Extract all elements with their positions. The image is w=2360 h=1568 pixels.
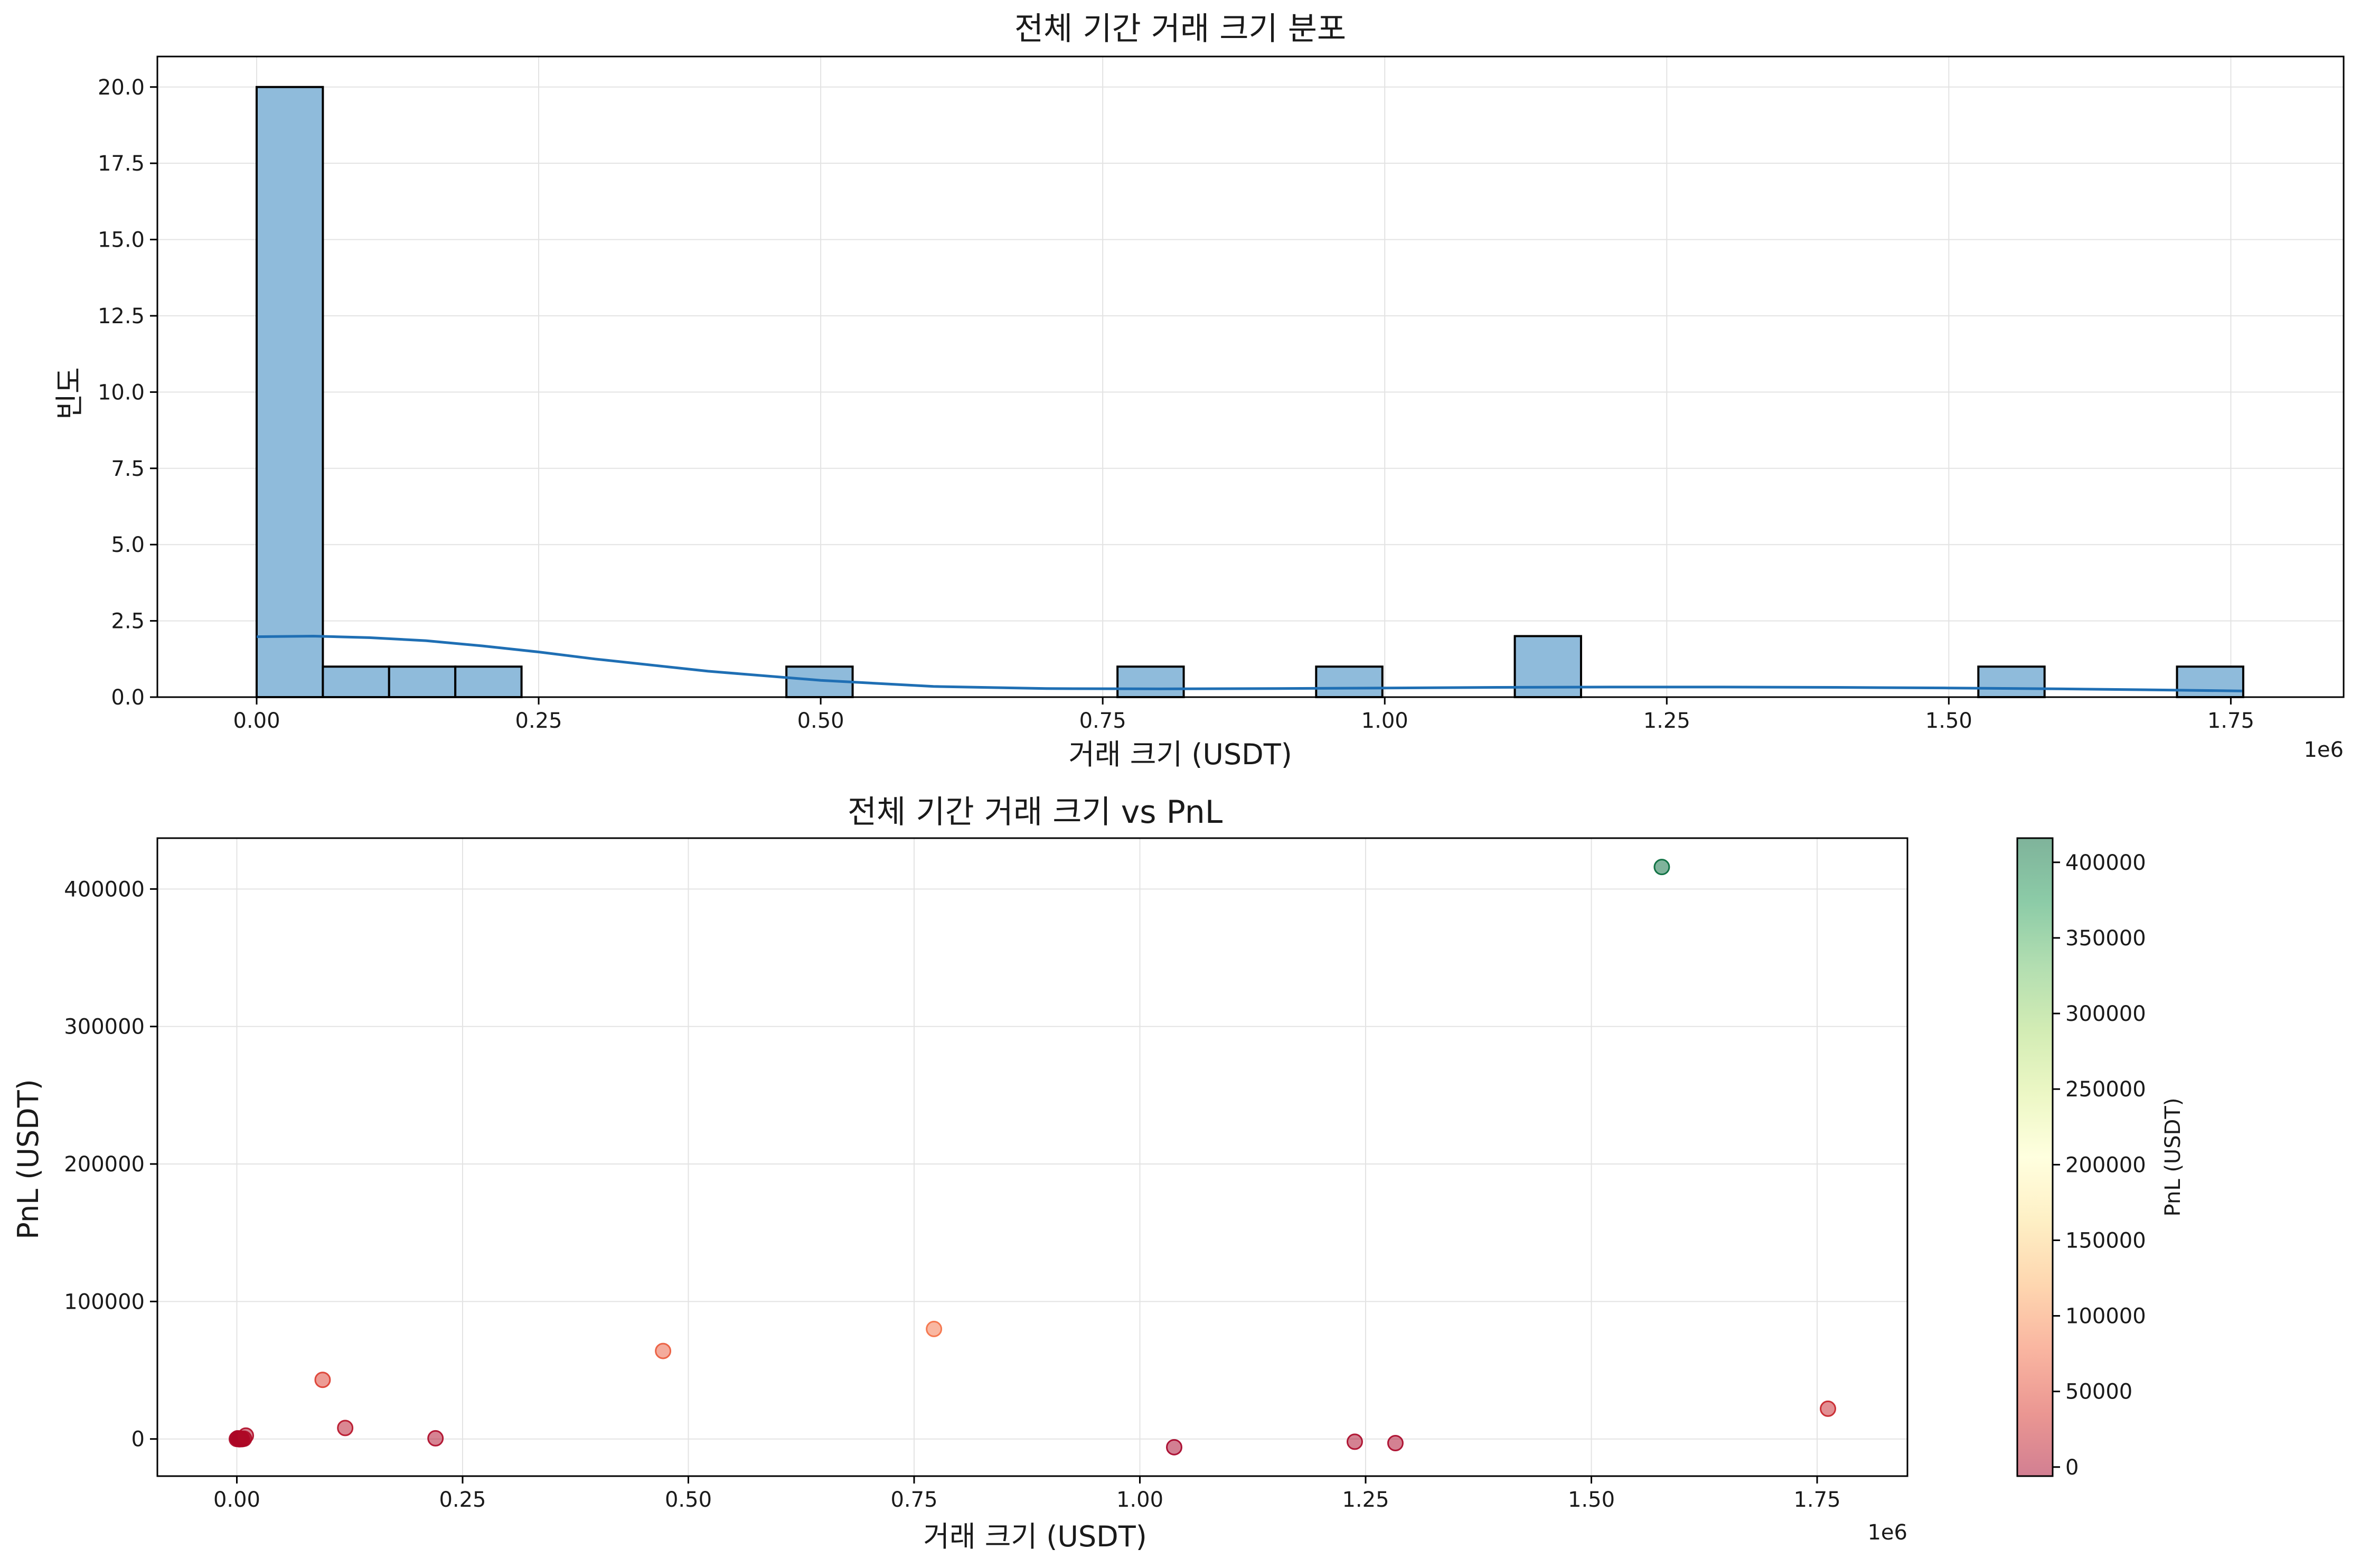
histogram-y-label: 빈도: [53, 367, 86, 419]
x-tick-label: 0.25: [515, 709, 562, 733]
x-tick-label: 0.75: [890, 1488, 937, 1512]
x-tick-label: 1.75: [2207, 709, 2254, 733]
scatter-point: [337, 1420, 354, 1436]
histogram-x-ticks: 0.00 0.25 0.50 0.75 1.00 1.25 1.50 1.75: [233, 697, 2254, 733]
scatter-grid: [157, 838, 1907, 1476]
x-tick-label: 0.00: [213, 1488, 260, 1512]
scatter-points: [228, 859, 1837, 1456]
colorbar-tick-label: 50000: [2065, 1380, 2132, 1404]
scatter-point: [314, 1372, 331, 1388]
histogram-bar: [322, 665, 390, 698]
scatter-panel: 0.00 0.25 0.50 0.75 1.00 1.25 1.50 1.75 0 100000…: [12, 794, 2185, 1553]
histogram-bars: [255, 86, 2244, 699]
y-tick-label: 2.5: [111, 609, 145, 634]
x-tick-label: 1.00: [1116, 1488, 1163, 1512]
y-tick-label: 10.0: [98, 380, 145, 405]
scatter-point: [1653, 859, 1670, 876]
scatter-point: [1165, 1439, 1182, 1456]
histogram-panel: 0.00 0.25 0.50 0.75 1.00 1.25 1.50 1.75 0.0 2.5 5…: [53, 11, 2345, 771]
histogram-title: 전체 기간 거래 크기 분포: [1014, 11, 1346, 48]
histogram-bar: [255, 86, 324, 698]
y-tick-label: 300000: [64, 1015, 145, 1039]
y-tick-label: 17.5: [98, 152, 145, 176]
y-tick-label: 100000: [64, 1290, 145, 1314]
colorbar: [2016, 837, 2054, 1477]
scatter-x-label: 거래 크기 (USDT): [923, 1520, 1147, 1553]
scatter-x-offset: 1e6: [1867, 1520, 1907, 1545]
y-tick-label: 7.5: [111, 457, 145, 481]
x-tick-label: 1.50: [1568, 1488, 1615, 1512]
y-tick-label: 5.0: [111, 533, 145, 557]
y-tick-label: 400000: [64, 877, 145, 902]
x-tick-label: 1.50: [1925, 709, 1972, 733]
x-tick-label: 0.50: [665, 1488, 712, 1512]
scatter-point: [238, 1427, 255, 1444]
colorbar-tick-label: 350000: [2065, 926, 2146, 951]
x-tick-label: 1.75: [1793, 1488, 1840, 1512]
histogram-bar: [1977, 665, 2046, 698]
x-tick-label: 0.25: [439, 1488, 486, 1512]
histogram-bar: [1315, 665, 1384, 698]
histogram-x-label: 거래 크기 (USDT): [1068, 738, 1292, 771]
scatter-point: [427, 1430, 444, 1447]
colorbar-tick-label: 0: [2065, 1456, 2079, 1480]
colorbar-label: PnL (USDT): [2161, 1098, 2185, 1217]
x-tick-label: 1.00: [1361, 709, 1408, 733]
colorbar-tick-label: 150000: [2065, 1228, 2146, 1253]
scatter-x-ticks: 0.00 0.25 0.50 0.75 1.00 1.25 1.50 1.75: [213, 1476, 1841, 1512]
kde-curve: [256, 634, 2242, 692]
scatter-point: [926, 1320, 943, 1337]
histogram-x-offset: 1e6: [2303, 738, 2344, 762]
histogram-grid: [157, 57, 2344, 698]
histogram-frame: [156, 55, 2345, 698]
y-tick-label: 0: [131, 1428, 145, 1452]
colorbar-ticks: 0 50000 100000 150000 200000 250000 300000 3500…: [2053, 851, 2146, 1480]
scatter-title: 전체 기간 거래 크기 vs PnL: [848, 794, 1223, 831]
x-tick-label: 0.50: [797, 709, 844, 733]
scatter-point: [655, 1342, 672, 1359]
histogram-y-ticks: 0.0 2.5 5.0 7.5 10.0 12.5 15.0 17.5 20.0: [98, 76, 157, 710]
scatter-point: [1387, 1435, 1404, 1452]
y-tick-label: 12.5: [98, 304, 145, 328]
histogram-bar: [454, 665, 523, 698]
colorbar-tick-label: 100000: [2065, 1304, 2146, 1329]
y-tick-label: 20.0: [98, 76, 145, 100]
histogram-bar: [1116, 665, 1185, 698]
histogram-bar: [2176, 665, 2244, 698]
colorbar-tick-label: 250000: [2065, 1077, 2146, 1102]
x-tick-label: 1.25: [1342, 1488, 1389, 1512]
x-tick-label: 0.75: [1079, 709, 1126, 733]
scatter-y-label: PnL (USDT): [12, 1079, 45, 1240]
y-tick-label: 15.0: [98, 228, 145, 252]
y-tick-label: 0.0: [111, 686, 145, 710]
colorbar-tick-label: 400000: [2065, 851, 2146, 875]
x-tick-label: 1.25: [1643, 709, 1690, 733]
scatter-point: [1346, 1433, 1363, 1450]
scatter-frame: [156, 837, 1908, 1477]
x-tick-label: 0.00: [233, 709, 280, 733]
colorbar-tick-label: 300000: [2065, 1002, 2146, 1026]
colorbar-tick-label: 200000: [2065, 1153, 2146, 1177]
histogram-bar: [388, 665, 457, 698]
scatter-y-ticks: 0 100000 200000 300000 400000: [64, 877, 157, 1452]
scatter-point: [1820, 1400, 1837, 1417]
y-tick-label: 200000: [64, 1152, 145, 1177]
